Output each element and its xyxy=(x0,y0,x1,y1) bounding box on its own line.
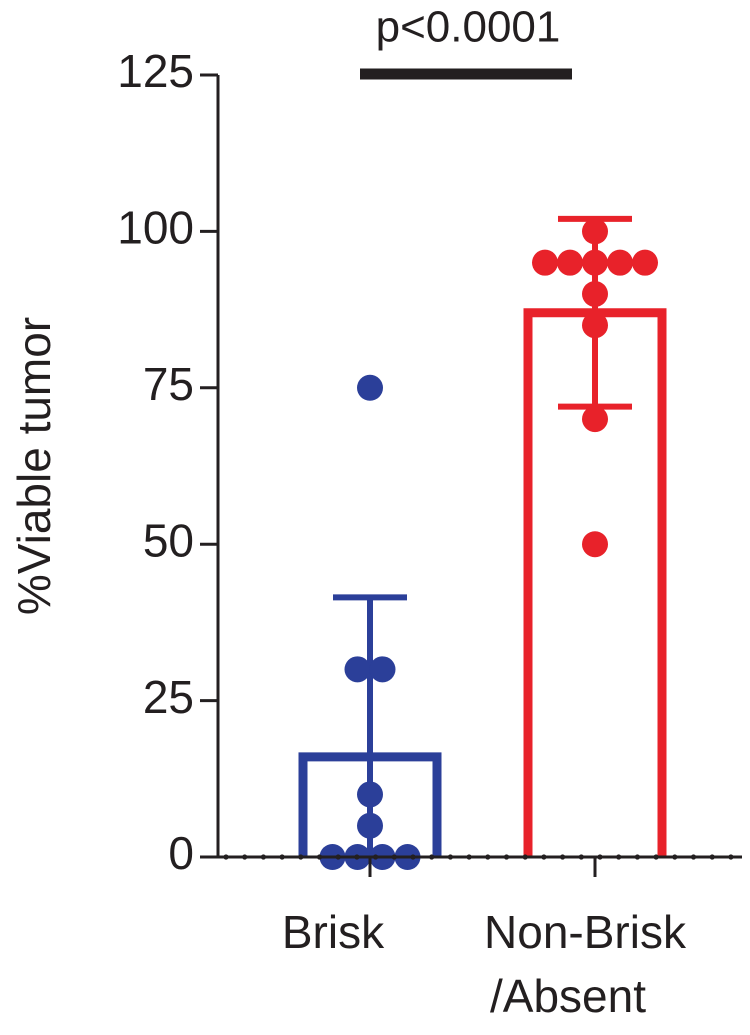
axis-dot xyxy=(391,854,397,860)
axis-dot xyxy=(728,854,734,860)
plot-area xyxy=(298,215,667,857)
axis-dot xyxy=(373,854,379,860)
axis-dot xyxy=(242,854,248,860)
data-point xyxy=(607,249,633,276)
axis-dot xyxy=(541,854,547,860)
axis-dot xyxy=(410,854,416,860)
data-point xyxy=(369,656,396,683)
data-point xyxy=(344,656,371,683)
axis-dot xyxy=(578,854,584,860)
axis-dot xyxy=(279,854,285,860)
y-axis-label: %Viable tumor xyxy=(8,317,60,615)
axis-dot xyxy=(709,854,715,860)
axis-dot xyxy=(503,854,510,860)
axis-dot xyxy=(335,854,341,860)
y-tick-label: 0 xyxy=(168,827,194,879)
axis-dot xyxy=(298,854,304,860)
data-point xyxy=(582,406,608,433)
axis-dot xyxy=(354,854,360,860)
data-point xyxy=(632,249,658,276)
x-tick-label: Non-Brisk xyxy=(484,906,687,958)
y-tick-label: 100 xyxy=(117,202,194,254)
data-point xyxy=(582,280,608,307)
axis-dot xyxy=(634,854,641,860)
data-point xyxy=(357,812,383,839)
axis-dot xyxy=(447,854,453,860)
data-point xyxy=(582,531,608,558)
axis-dot xyxy=(690,854,697,860)
axis-dot xyxy=(466,854,472,860)
axis-dot xyxy=(522,854,528,860)
axis-dot xyxy=(485,854,491,860)
axis-dot xyxy=(260,854,266,860)
data-point xyxy=(532,249,558,276)
y-tick-label: 125 xyxy=(117,45,194,97)
axis-dot xyxy=(653,854,659,860)
data-point xyxy=(582,218,608,245)
y-tick-label: 50 xyxy=(143,514,194,566)
axis-dot xyxy=(223,854,229,860)
y-tick-label: 25 xyxy=(143,671,194,723)
data-point xyxy=(582,312,608,339)
data-point xyxy=(357,781,383,808)
axis-dot xyxy=(672,854,678,860)
axis-dot xyxy=(597,854,603,860)
axis-dot xyxy=(560,854,566,860)
x-tick-label: /Absent xyxy=(490,970,646,1022)
x-tick-label: Brisk xyxy=(282,906,385,958)
data-point xyxy=(557,249,583,276)
p-value: p<0.0001 xyxy=(376,3,561,52)
axis-dot xyxy=(316,854,323,860)
data-point xyxy=(582,249,608,276)
axis-dot xyxy=(616,854,622,860)
y-tick-label: 75 xyxy=(143,358,194,410)
data-point xyxy=(357,374,383,401)
axis-dot xyxy=(429,854,435,860)
